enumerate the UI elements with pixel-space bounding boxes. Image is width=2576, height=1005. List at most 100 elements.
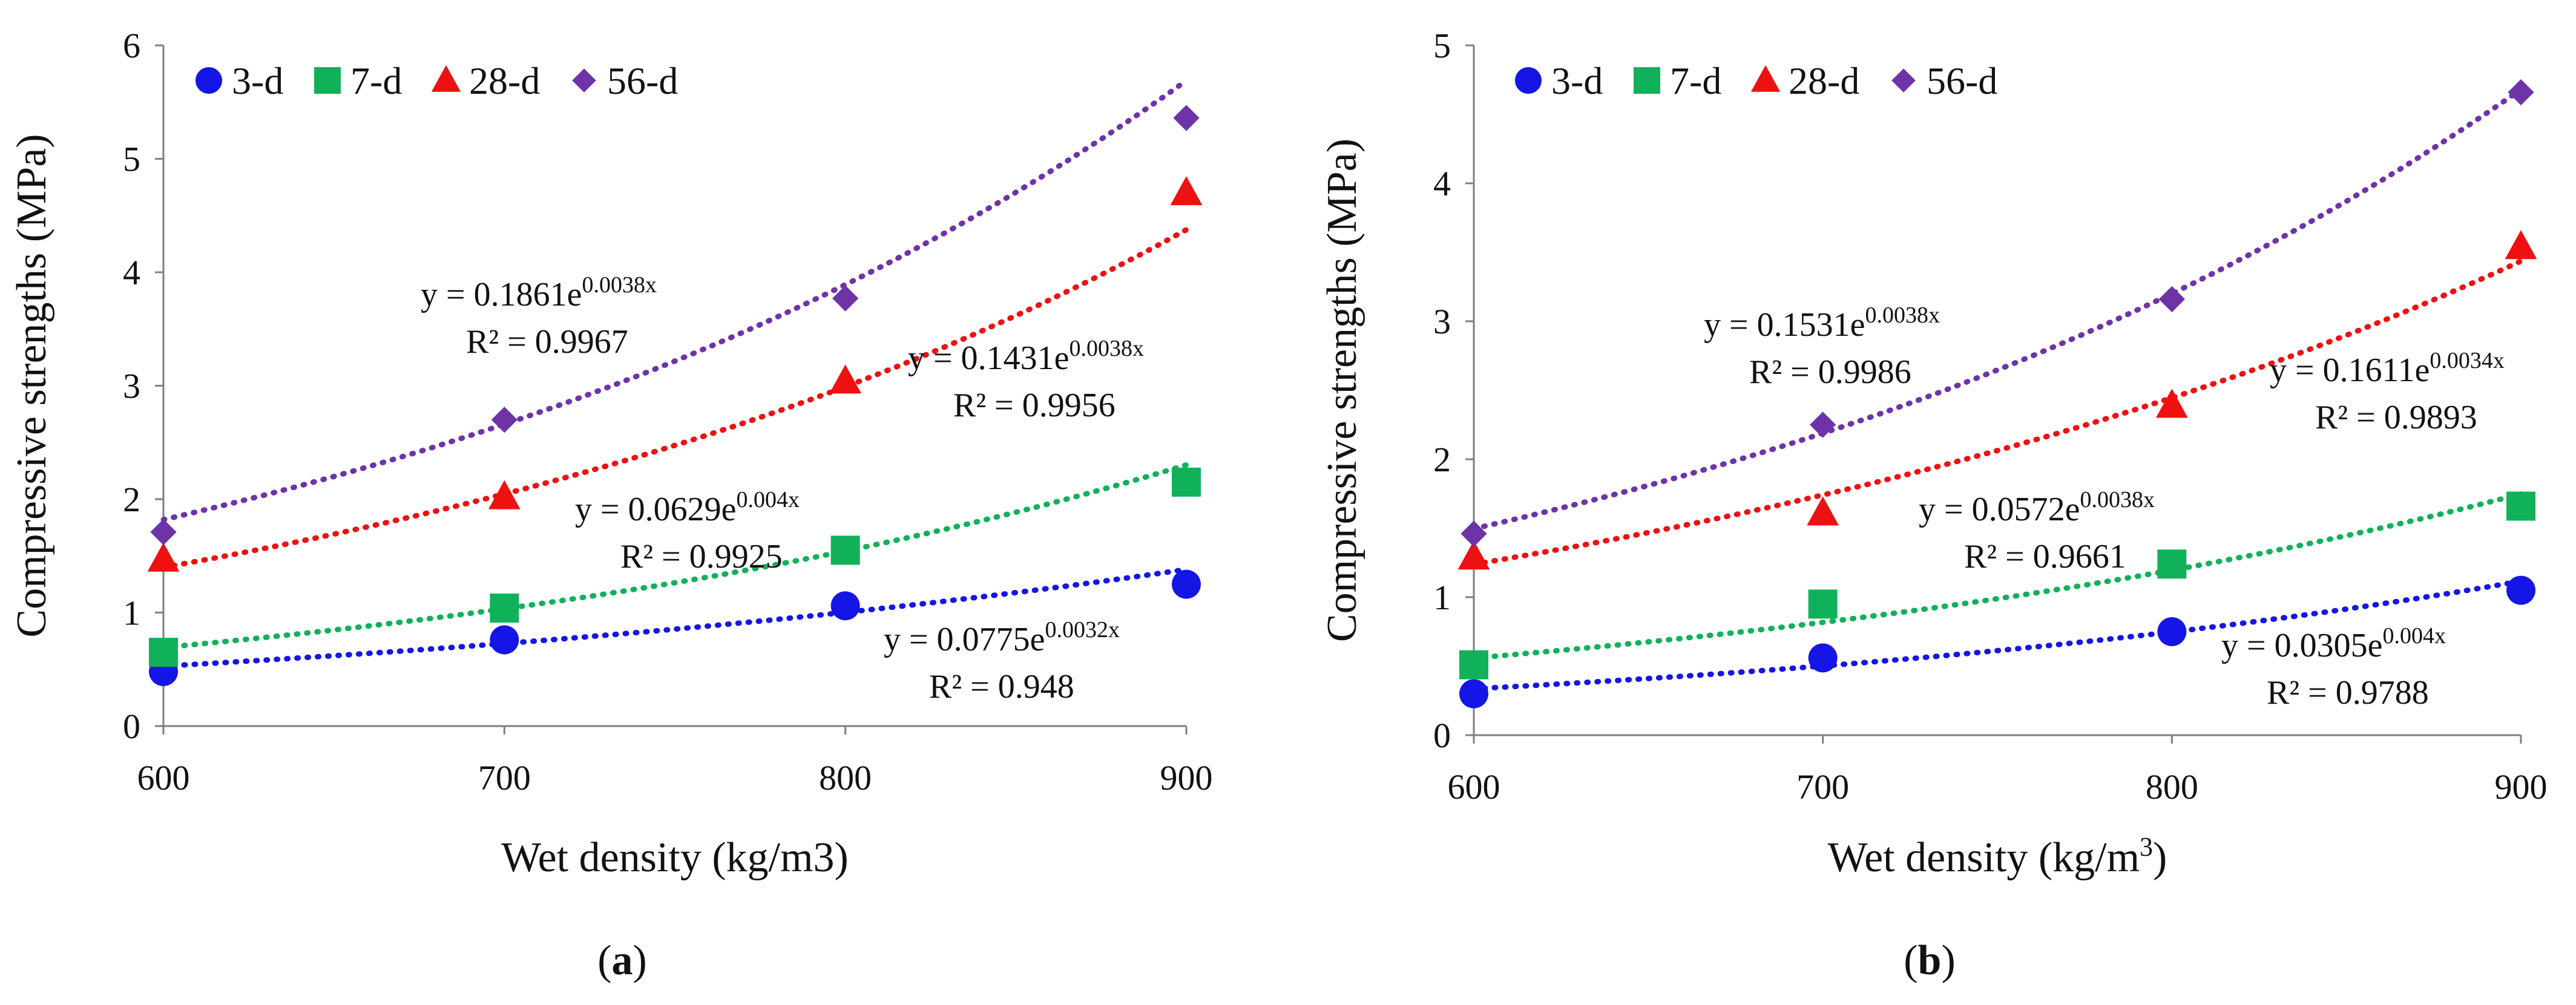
x-tick-label: 700 — [478, 758, 531, 797]
y-tick-label: 2 — [1433, 440, 1451, 479]
y-tick-label: 4 — [1433, 164, 1451, 203]
data-point-7-d-900 — [2506, 491, 2535, 521]
equation-base: y = 0.1861e — [421, 276, 582, 313]
data-point-28-d-800 — [829, 364, 862, 394]
caption-letter: b — [1918, 937, 1942, 984]
legend-marker-28-d — [431, 65, 461, 92]
data-point-7-d-700 — [490, 594, 519, 623]
caption-letter: a — [612, 937, 633, 984]
y-tick-label: 1 — [123, 594, 140, 633]
data-point-56-d-800 — [2158, 286, 2185, 313]
r-squared-3-d: R² = 0.948 — [929, 668, 1074, 705]
y-tick-label: 5 — [123, 140, 140, 179]
equation-base: y = 0.0629e — [575, 491, 736, 528]
data-point-7-d-800 — [2157, 549, 2187, 579]
legend-label-56-d: 56-d — [1927, 59, 1997, 102]
legend-label-3-d: 3-d — [1551, 59, 1603, 102]
trendline-7-d — [1471, 491, 2524, 661]
data-point-3-d-700 — [490, 625, 519, 655]
r-squared-7-d: R² = 0.9925 — [620, 538, 783, 575]
equation-3-d: y = 0.0305e0.004x — [2221, 623, 2446, 664]
trendline-56-d — [160, 77, 1189, 523]
data-point-3-d-900 — [2506, 575, 2535, 605]
data-point-3-d-800 — [2157, 617, 2187, 646]
data-point-28-d-900 — [2505, 230, 2537, 260]
equation-base: y = 0.0305e — [2221, 627, 2382, 664]
y-tick-label: 0 — [1433, 716, 1451, 755]
equation-base: y = 0.1531e — [1704, 306, 1865, 344]
trendline-28-d — [1471, 258, 2524, 567]
x-tick-label: 800 — [819, 758, 872, 797]
equation-56-d: y = 0.1861e0.0038x — [421, 272, 657, 313]
x-tick-label: 600 — [1448, 767, 1500, 807]
x-tick-label: 900 — [1160, 758, 1213, 797]
trendline-28-d — [160, 227, 1189, 571]
legend: 3-d 7-d 28-d 56-d — [196, 59, 678, 102]
equation-exponent: 0.0034x — [2430, 348, 2505, 373]
equation-exponent: 0.0038x — [1069, 336, 1144, 361]
y-tick-label: 3 — [1433, 302, 1451, 341]
chart-panel-b: 0 1 2 3 4 5 600 700 800 900 Compressive strengths … — [1319, 26, 2548, 984]
data-point-3-d-900 — [1172, 569, 1201, 599]
data-point-56-d-900 — [2508, 79, 2534, 106]
legend: 3-d 7-d 28-d 56-d — [1515, 59, 1997, 102]
data-point-28-d-800 — [2155, 388, 2188, 418]
data-point-3-d-600 — [1459, 679, 1488, 709]
legend-marker-7-d — [314, 67, 341, 94]
y-axis-title: Compressive strengths (MPa) — [8, 134, 55, 637]
r-squared-56-d: R² = 0.9967 — [466, 323, 628, 361]
x-axis-title: Wet density (kg/m3) — [501, 834, 849, 881]
equation-exponent: 0.004x — [736, 487, 800, 512]
x-tick-label: 800 — [2146, 767, 2198, 807]
trendline-7-d — [160, 462, 1189, 650]
y-tick-label: 6 — [123, 26, 140, 65]
x-axis-title-superscript: 3 — [2140, 832, 2153, 862]
y-tick-label: 4 — [123, 253, 140, 292]
data-point-56-d-700 — [1810, 411, 1836, 438]
equation-3-d: y = 0.0775e0.0032x — [884, 617, 1120, 658]
equation-56-d: y = 0.1531e0.0038x — [1704, 303, 1940, 344]
data-point-3-d-700 — [1808, 643, 1838, 673]
legend-label-28-d: 28-d — [1789, 59, 1859, 102]
data-point-56-d-800 — [832, 285, 859, 312]
legend-marker-3-d — [196, 67, 222, 94]
data-point-28-d-700 — [1807, 496, 1839, 526]
panel-caption: (b) — [1904, 937, 1956, 984]
y-tick-label: 1 — [1433, 578, 1451, 617]
data-point-56-d-600 — [1460, 520, 1487, 547]
equation-exponent: 0.0032x — [1045, 617, 1120, 643]
equation-7-d: y = 0.0629e0.004x — [575, 487, 800, 528]
legend-marker-3-d — [1515, 67, 1542, 94]
equation-base: y = 0.0572e — [1919, 491, 2080, 528]
trendline-56-d — [1471, 87, 2524, 532]
data-point-7-d-600 — [1459, 650, 1488, 679]
chart-panel-a: 0 1 2 3 4 5 6 600 700 800 900 Compressive strengths… — [8, 26, 1213, 984]
x-axis-title-text: Wet density (kg/m3) — [501, 834, 849, 881]
x-axis-title: Wet density (kg/m3) — [1828, 832, 2167, 881]
r-squared-7-d: R² = 0.9661 — [1964, 538, 2126, 575]
equation-base: y = 0.1431e — [908, 339, 1069, 377]
caption-close: ) — [633, 937, 647, 984]
data-point-7-d-800 — [830, 535, 860, 565]
x-axis-title-text: Wet density (kg/m — [1828, 834, 2140, 881]
data-point-56-d-900 — [1173, 105, 1200, 131]
r-squared-28-d: R² = 0.9956 — [953, 387, 1116, 424]
data-point-28-d-900 — [1170, 176, 1203, 206]
x-axis-title-suffix: ) — [2153, 834, 2167, 881]
y-tick-label: 2 — [123, 480, 140, 519]
equation-exponent: 0.004x — [2382, 623, 2446, 649]
equation-exponent: 0.0038x — [1865, 303, 1940, 328]
legend-marker-28-d — [1750, 65, 1781, 92]
data-point-7-d-900 — [1172, 467, 1201, 497]
equation-7-d: y = 0.0572e0.0038x — [1919, 487, 2155, 528]
y-tick-label: 0 — [123, 707, 140, 746]
equation-base: y = 0.0775e — [884, 621, 1045, 658]
caption-open: ( — [1904, 937, 1917, 984]
equation-28-d: y = 0.1611e0.0034x — [2270, 348, 2505, 389]
x-tick-label: 600 — [137, 758, 190, 797]
equation-exponent: 0.0038x — [582, 272, 657, 298]
y-axis-title: Compressive strengths (MPa) — [1319, 139, 1365, 642]
data-point-7-d-600 — [149, 638, 178, 667]
